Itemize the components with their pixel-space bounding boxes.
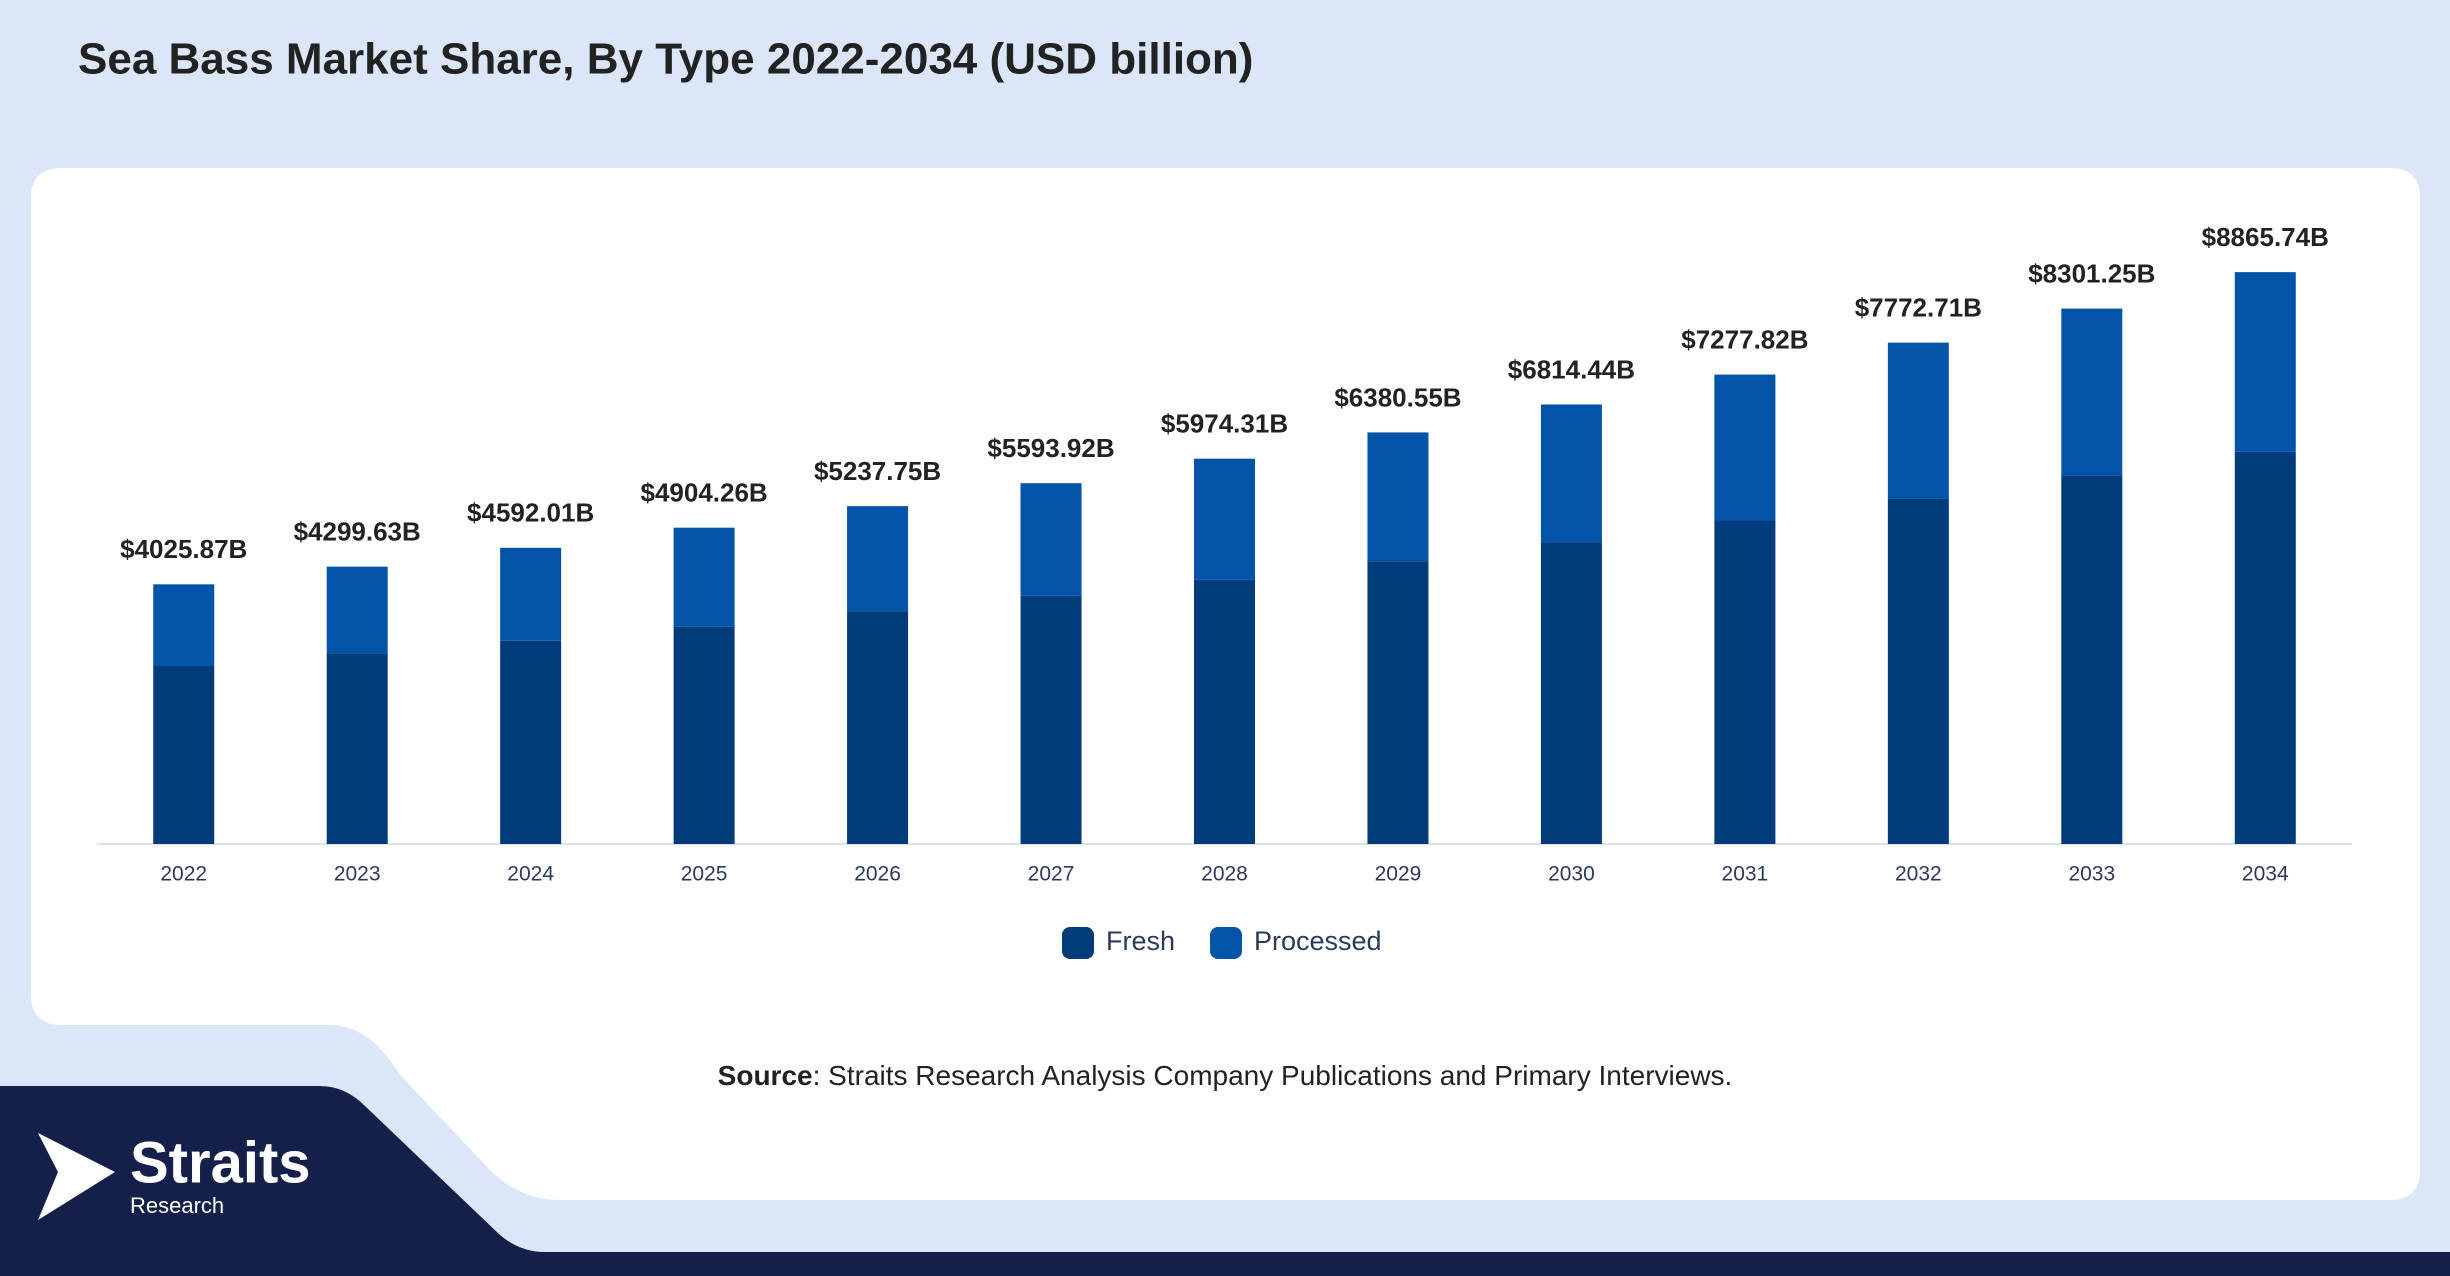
bar-segment: [1714, 520, 1776, 844]
bar-segment: [847, 506, 909, 612]
bar-segment: [500, 640, 562, 844]
bar-segment: [1367, 561, 1429, 844]
bar-segment: [1194, 579, 1255, 844]
bar-segment: [673, 626, 735, 844]
bar-segment: [1020, 483, 1082, 596]
bar-segment: [1540, 404, 1602, 543]
x-tick-label: 2024: [507, 863, 554, 886]
x-tick-label: 2028: [1201, 863, 1248, 886]
bar-segment: [153, 665, 215, 844]
bar-segment: [153, 584, 215, 666]
bar-segment: [1540, 542, 1602, 844]
x-tick-label: 2029: [1375, 863, 1422, 886]
bar-segment: [1887, 498, 1949, 844]
total-label: $7277.82B: [1681, 324, 1808, 354]
x-tick-label: 2032: [1895, 863, 1942, 886]
bar-segment: [2061, 475, 2123, 844]
source-label: Source: [718, 1060, 813, 1091]
total-label: $4904.26B: [640, 478, 767, 508]
legend-swatch: [1062, 927, 1094, 959]
bar-segment: [1367, 432, 1429, 562]
source-text: : Straits Research Analysis Company Publ…: [813, 1060, 1733, 1091]
total-label: $4025.87B: [120, 534, 247, 564]
x-tick-label: 2033: [2068, 863, 2115, 886]
x-tick-label: 2025: [681, 863, 728, 886]
total-label: $5974.31B: [1161, 409, 1288, 439]
x-tick-label: 2031: [1722, 863, 1769, 886]
logo-name: Straits: [130, 1130, 311, 1195]
legend-label: Processed: [1254, 926, 1382, 956]
x-tick-label: 2022: [160, 863, 207, 886]
x-tick-label: 2034: [2242, 863, 2289, 886]
x-tick-label: 2026: [854, 863, 901, 886]
footer: [0, 1086, 2450, 1276]
bar-segment: [2061, 308, 2123, 476]
bar-segment: [673, 527, 735, 627]
x-tick-label: 2023: [334, 863, 381, 886]
legend-swatch: [1210, 927, 1242, 959]
total-label: $7772.71B: [1855, 293, 1982, 323]
bar-segment: [500, 547, 562, 641]
bar-segment: [1194, 458, 1255, 580]
bar-segment: [326, 653, 388, 844]
total-label: $6380.55B: [1334, 382, 1461, 412]
x-tick-label: 2030: [1548, 863, 1595, 886]
source: Source: Straits Research Analysis Compan…: [718, 1060, 1733, 1091]
total-label: $8865.74B: [2202, 222, 2329, 252]
total-label: $4299.63B: [294, 517, 421, 547]
total-label: $5593.92B: [987, 433, 1114, 463]
legend-label: Fresh: [1106, 926, 1175, 956]
bar-segment: [2234, 451, 2296, 844]
x-tick-label: 2027: [1028, 863, 1075, 886]
bar-segment: [1714, 374, 1776, 521]
total-label: $6814.44B: [1508, 354, 1635, 384]
logo-mark: [38, 1133, 115, 1220]
bar-segment: [847, 611, 909, 844]
bar-segment: [2234, 272, 2296, 452]
chart-title: Sea Bass Market Share, By Type 2022-2034…: [78, 35, 1253, 84]
total-label: $8301.25B: [2028, 258, 2155, 288]
bar-segment: [326, 566, 388, 654]
logo-sub: Research: [130, 1193, 224, 1218]
bar-segment: [1887, 342, 1949, 499]
total-label: $5237.75B: [814, 456, 941, 486]
total-label: $4592.01B: [467, 498, 594, 528]
bar-segment: [1020, 595, 1082, 844]
